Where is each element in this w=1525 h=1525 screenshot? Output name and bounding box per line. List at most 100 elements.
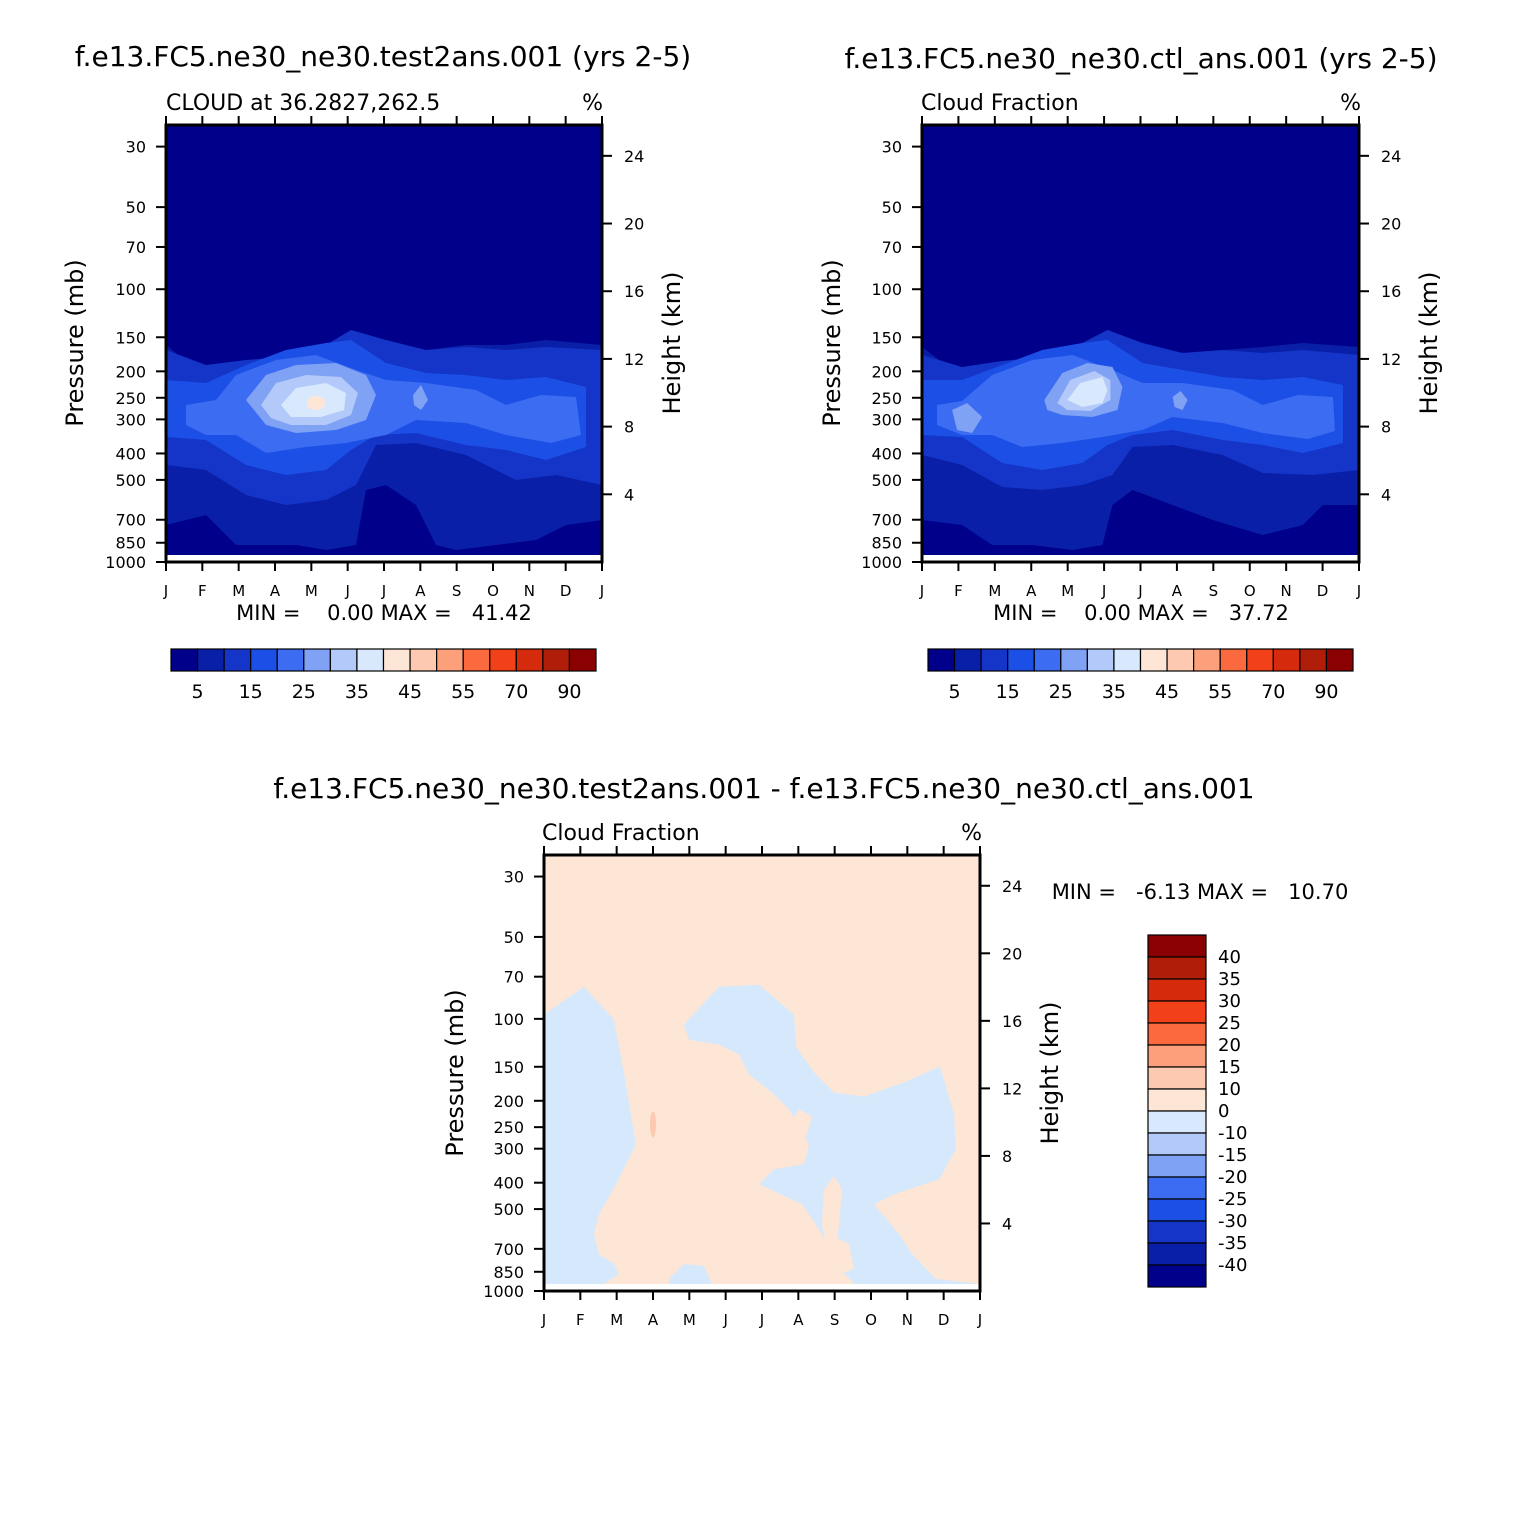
colorbar-swatch [1147, 1176, 1207, 1200]
panel1-colorbar: 5 15 25 35 45 55 70 90 [170, 648, 597, 703]
y-tick-label-right: 8 [1002, 1147, 1012, 1166]
y-tick-label-left: 700 [871, 511, 902, 530]
panel3-ylabel-right: Height (km) [1036, 1002, 1064, 1145]
y-tick-label-right: 4 [624, 485, 634, 504]
y-tick-label-left: 1000 [861, 553, 902, 572]
panel3-ylabel: Pressure (mb) [441, 989, 469, 1156]
x-tick-label: D [938, 1311, 950, 1329]
panel3-subtitle: Cloud Fraction [542, 821, 700, 846]
colorbar-label: 10 [1218, 1079, 1241, 1100]
colorbar-swatch [1007, 648, 1035, 672]
colorbar-swatch [1033, 648, 1062, 672]
x-tick-label: J [344, 582, 349, 600]
y-tick-label-left: 30 [126, 138, 146, 157]
y-tick-label-left: 700 [493, 1240, 524, 1259]
panel1-ground-strip [166, 555, 602, 562]
panel2-title: f.e13.FC5.ne30_ne30.ctl_ans.001 (yrs 2-5… [845, 42, 1438, 75]
y-tick-label-left: 500 [115, 471, 146, 490]
panel2-layer-35 [1067, 377, 1108, 407]
y-tick-label-left: 200 [871, 362, 902, 381]
x-tick-label: A [1172, 582, 1183, 600]
colorbar-label: 5 [949, 681, 961, 703]
colorbar-swatch [1147, 1154, 1207, 1178]
panel2-blob-aug [1172, 391, 1188, 410]
colorbar-swatch [1147, 978, 1207, 1002]
y-tick-label-right: 24 [1002, 877, 1022, 896]
x-tick-label: M [1061, 582, 1074, 600]
y-tick-label-left: 70 [882, 238, 902, 257]
x-tick-label: M [232, 582, 245, 600]
colorbar-swatch [1147, 1264, 1207, 1288]
x-tick-label: J [919, 582, 924, 600]
colorbar-swatch [1325, 648, 1354, 672]
panel1-peak [307, 396, 325, 410]
colorbar-swatch [1147, 1220, 1207, 1244]
x-tick-label: J [722, 1311, 727, 1329]
colorbar-swatch [980, 648, 1009, 672]
colorbar-swatch [409, 648, 438, 672]
x-tick-label: D [560, 582, 572, 600]
panel2-axes: J F M A M J J A S O N D J 30 50 70 100 150 200 250 300 400 500… [861, 116, 1401, 600]
y-tick-label-right: 12 [1002, 1079, 1022, 1098]
x-tick-label: J [977, 1311, 982, 1329]
y-tick-label-left: 850 [493, 1263, 524, 1282]
colorbar-swatch [1147, 1088, 1207, 1112]
x-tick-label: J [541, 1311, 546, 1329]
y-tick-label-left: 400 [871, 444, 902, 463]
colorbar-label: 30 [1218, 991, 1241, 1012]
x-tick-label: J [1137, 582, 1142, 600]
y-tick-label-left: 70 [126, 238, 146, 257]
y-tick-label-left: 400 [115, 444, 146, 463]
x-tick-label: D [1317, 582, 1329, 600]
panel1-title: f.e13.FC5.ne30_ne30.test2ans.001 (yrs 2-… [75, 40, 691, 73]
colorbar-swatch [1113, 648, 1142, 672]
x-tick-label: M [683, 1311, 696, 1329]
y-tick-label-left: 250 [493, 1118, 524, 1137]
x-tick-label: S [1209, 582, 1219, 600]
colorbar-swatch [1147, 956, 1207, 980]
colorbar-label: -30 [1218, 1211, 1247, 1232]
y-tick-label-right: 12 [624, 350, 644, 369]
x-tick-label: A [270, 582, 281, 600]
colorbar-label: -35 [1218, 1233, 1247, 1254]
colorbar-swatch [542, 648, 571, 672]
x-tick-label: A [415, 582, 426, 600]
colorbar-swatch [356, 648, 385, 672]
colorbar-label: 90 [557, 681, 581, 703]
y-tick-label-right: 24 [624, 147, 644, 166]
panel1-units: % [582, 91, 603, 116]
panel3-title: f.e13.FC5.ne30_ne30.test2ans.001 - f.e13… [273, 772, 1254, 805]
x-tick-label: S [452, 582, 462, 600]
panel3-plot [544, 855, 980, 1291]
x-tick-label: F [954, 582, 963, 600]
colorbar-swatch [515, 648, 544, 672]
y-tick-label-left: 150 [115, 328, 146, 347]
x-tick-label: J [1356, 582, 1361, 600]
colorbar-swatch [1299, 648, 1328, 672]
colorbar-swatch [1147, 1022, 1207, 1046]
colorbar-swatch [1147, 1000, 1207, 1024]
panel3-negative-region-left [544, 986, 636, 1285]
x-tick-label: M [305, 582, 318, 600]
colorbar-swatch [170, 648, 199, 672]
colorbar-swatch [1246, 648, 1274, 672]
y-tick-label-right: 20 [1381, 215, 1401, 234]
x-tick-label: M [988, 582, 1001, 600]
panel2-subtitle: Cloud Fraction [921, 91, 1079, 116]
x-tick-label: S [830, 1311, 840, 1329]
colorbar-swatch [1147, 1066, 1207, 1090]
x-tick-label: J [1101, 582, 1106, 600]
y-tick-label-left: 850 [115, 534, 146, 553]
colorbar-swatch [1166, 648, 1195, 672]
colorbar-label: 70 [1261, 681, 1285, 703]
y-tick-label-right: 16 [1381, 282, 1401, 301]
y-tick-label-left: 400 [493, 1174, 524, 1193]
colorbar-label: 40 [1218, 947, 1241, 968]
y-tick-label-left: 1000 [105, 553, 146, 572]
colorbar-label: 15 [996, 681, 1020, 703]
panel-difference: f.e13.FC5.ne30_ne30.test2ans.001 - f.e13… [273, 772, 1348, 1329]
y-tick-label-right: 20 [1002, 944, 1022, 963]
y-tick-label-left: 50 [882, 198, 902, 217]
panel2-plot [922, 125, 1359, 562]
